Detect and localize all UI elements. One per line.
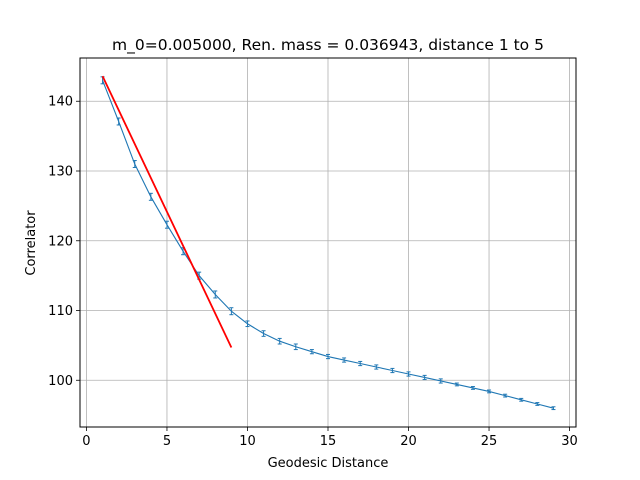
- x-tick-label-3: 15: [320, 434, 337, 449]
- chart-title: m_0=0.005000, Ren. mass = 0.036943, dist…: [112, 36, 544, 55]
- x-tick-label-1: 5: [163, 434, 171, 449]
- x-tick-label-2: 10: [239, 434, 256, 449]
- x-axis-title: Geodesic Distance: [268, 456, 389, 471]
- y-tick-label-2: 120: [48, 234, 73, 249]
- y-tick-label-1: 110: [48, 304, 73, 319]
- x-tick-label-4: 20: [400, 434, 417, 449]
- y-tick-label-0: 100: [48, 374, 73, 389]
- ticks: 0 5 10 15 20 25 30 100 110 120 130 140: [48, 95, 578, 449]
- series-layer: [100, 75, 556, 411]
- x-tick-label-0: 0: [82, 434, 90, 449]
- y-axis-title: Correlator: [24, 210, 39, 276]
- grid: [80, 58, 576, 427]
- fit-line: [101, 75, 233, 348]
- x-tick-label-6: 30: [561, 434, 578, 449]
- y-tick-label-4: 140: [48, 95, 73, 110]
- y-tick-label-3: 130: [48, 165, 73, 180]
- x-tick-label-5: 25: [481, 434, 498, 449]
